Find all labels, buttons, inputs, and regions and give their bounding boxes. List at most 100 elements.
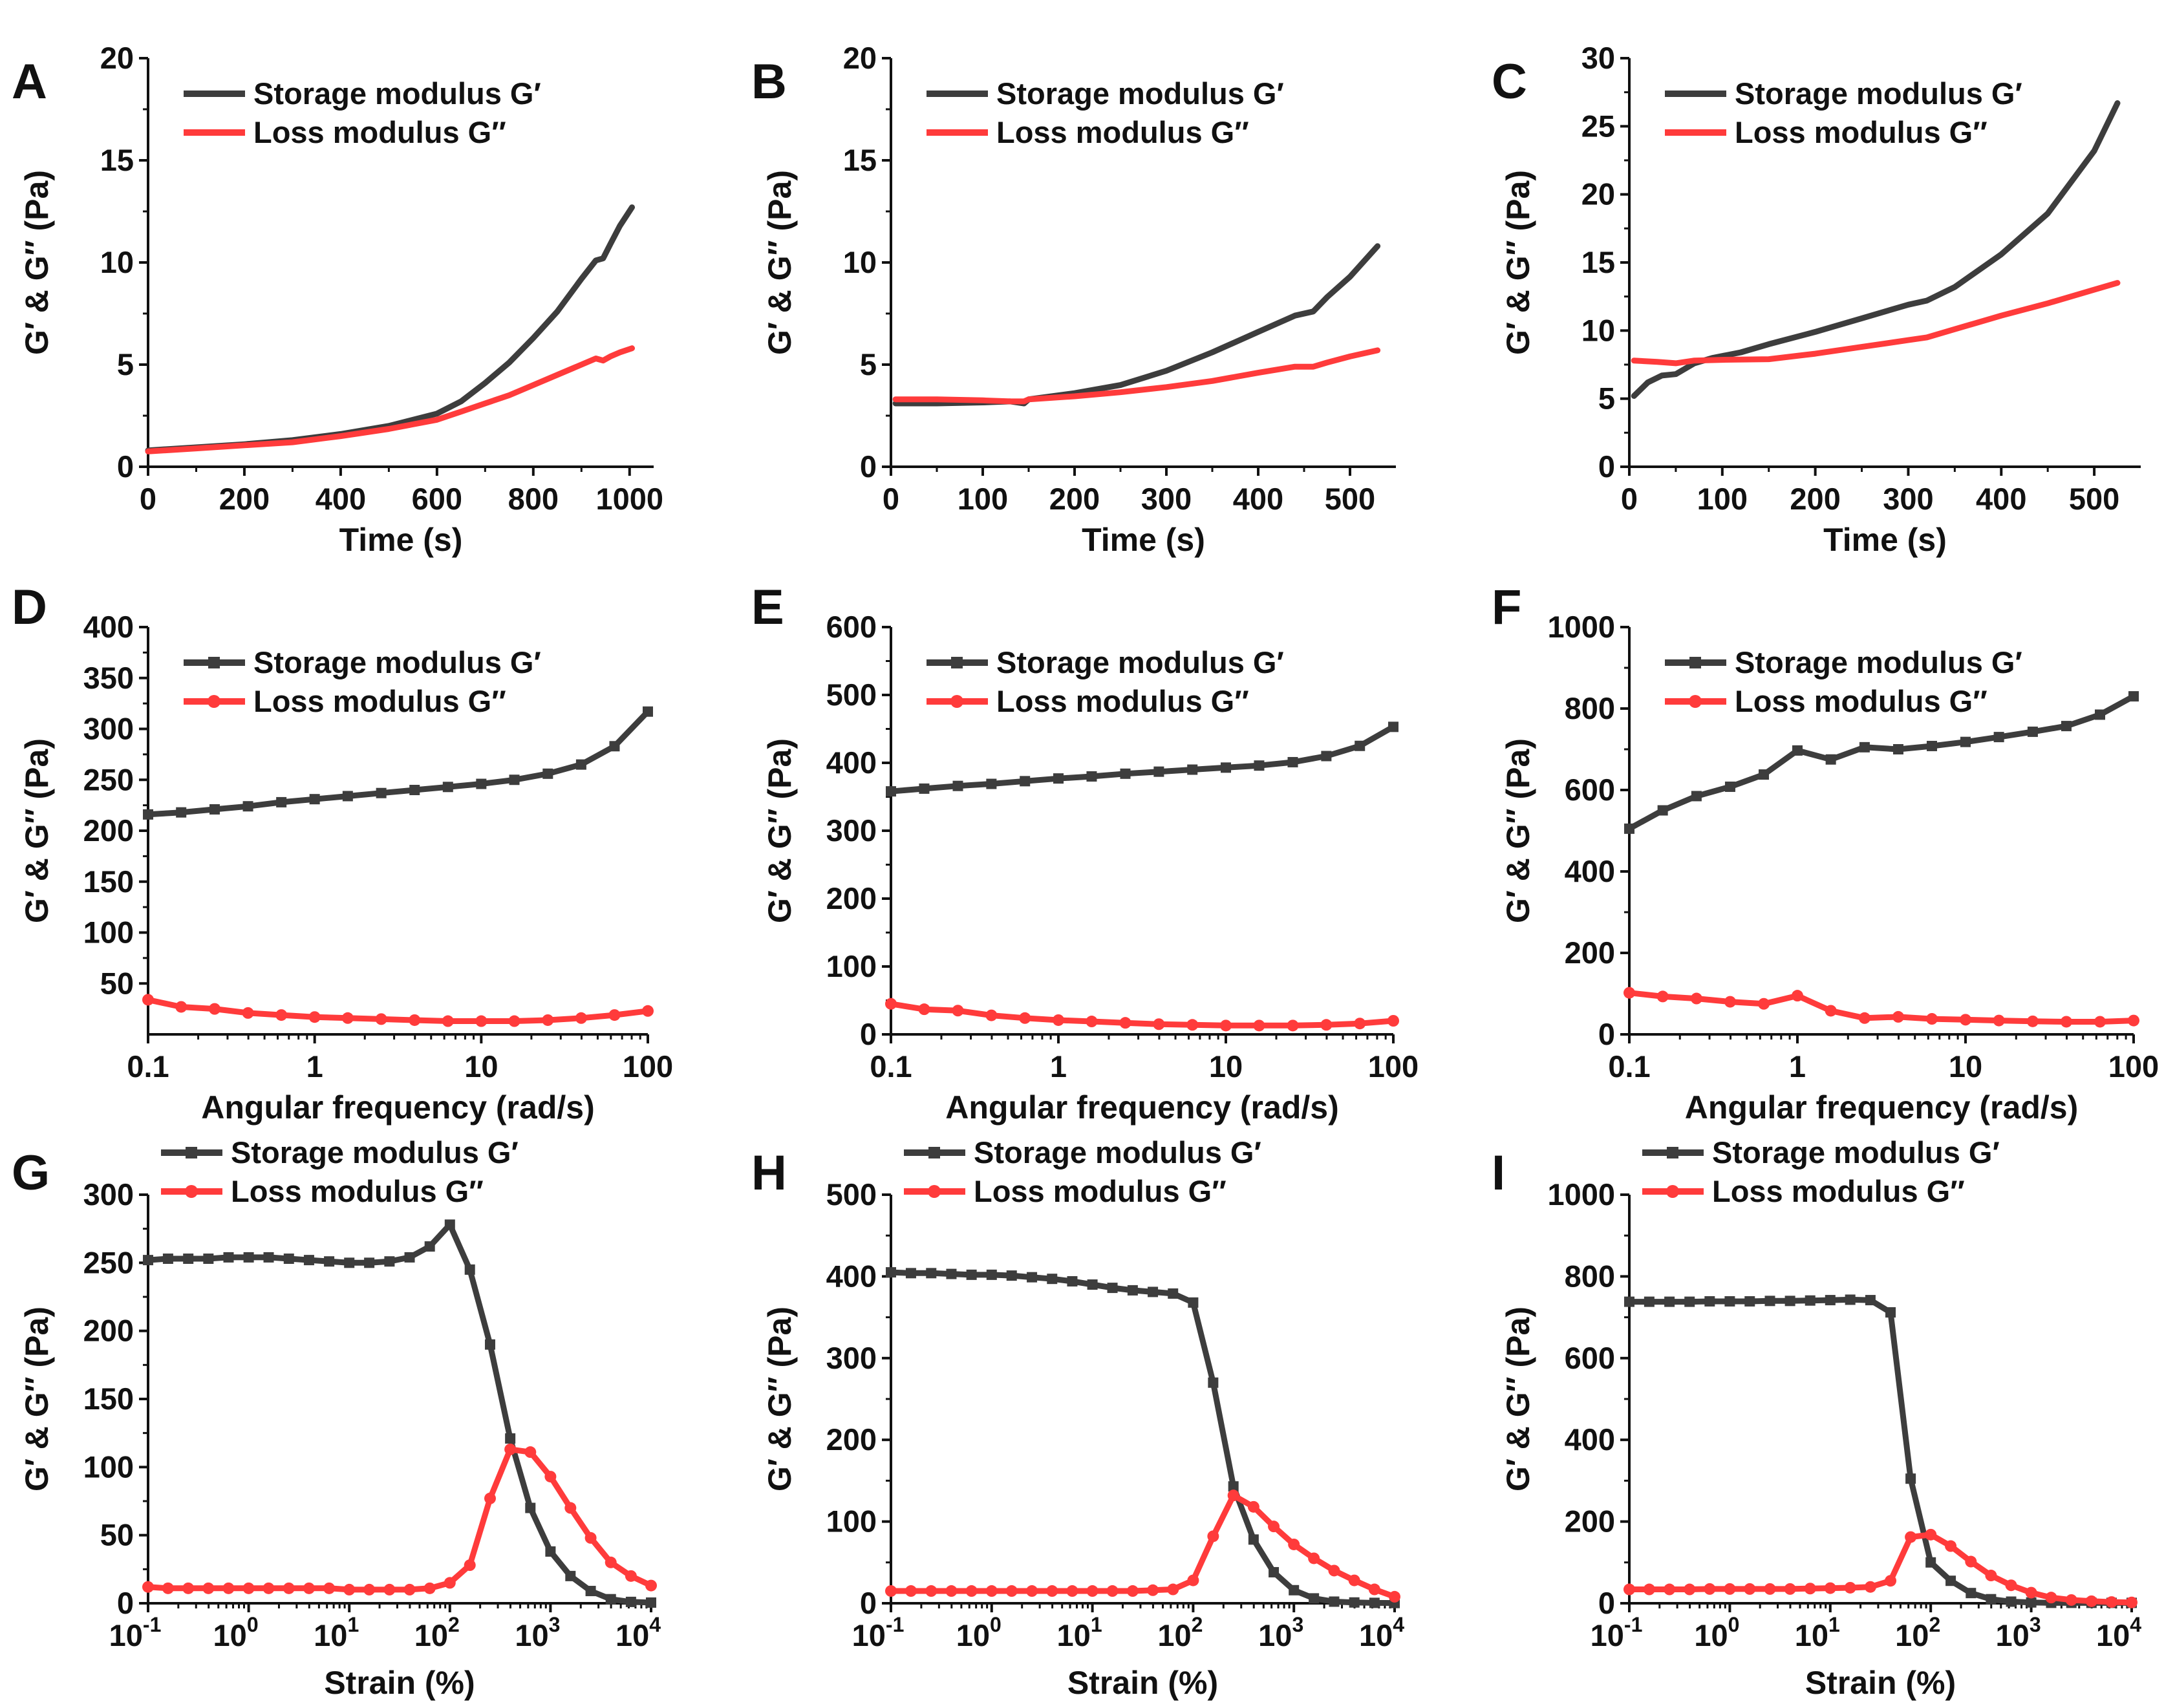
legend-loss-label: Loss modulus G″ — [996, 684, 1249, 718]
storage-modulus-line — [145, 709, 651, 818]
loss-modulus-point — [1147, 1584, 1159, 1596]
y-axis-label: G′ & G″ (Pa) — [762, 1307, 798, 1491]
x-tick-label: 100 — [1368, 1049, 1419, 1084]
panel-letter: D — [12, 580, 47, 635]
loss-modulus-point — [1268, 1521, 1280, 1533]
loss-modulus-point — [409, 1014, 421, 1026]
storage-modulus-point — [309, 794, 320, 805]
loss-modulus-point — [308, 1011, 321, 1023]
legend-storage-marker — [1667, 1147, 1678, 1158]
storage-modulus-point — [1925, 1557, 1936, 1568]
legend-loss-label: Loss modulus G″ — [1735, 115, 1988, 149]
storage-modulus-point — [1248, 1534, 1259, 1545]
loss-modulus-point — [1287, 1019, 1299, 1032]
storage-modulus-point — [1321, 751, 1332, 762]
y-tick-label: 0 — [117, 1586, 134, 1620]
x-tick-label: 102 — [414, 1613, 460, 1652]
loss-modulus-point — [464, 1559, 476, 1572]
x-tick-base: 10 — [515, 1618, 548, 1652]
loss-modulus-point — [1167, 1583, 1179, 1596]
x-tick-label: 10-1 — [109, 1613, 162, 1652]
storage-modulus-point — [1027, 1272, 1038, 1283]
legend: Storage modulus G′ Loss modulus G″ — [161, 1135, 519, 1208]
loss-modulus-line — [145, 1446, 654, 1593]
storage-modulus-point — [1624, 1296, 1634, 1307]
storage-modulus-point — [444, 1219, 455, 1230]
storage-modulus-point — [162, 1254, 173, 1265]
y-tick-label: 300 — [826, 1341, 877, 1375]
y-tick-label: 100 — [83, 915, 134, 950]
loss-modulus-point — [383, 1583, 396, 1596]
legend-storage-label: Storage modulus G′ — [253, 76, 541, 111]
loss-modulus-point — [2105, 1596, 2117, 1608]
x-tick-label: 500 — [1325, 482, 1375, 516]
y-tick-label: 5 — [117, 347, 134, 381]
x-tick-exponent: -1 — [1624, 1613, 1642, 1636]
loss-modulus-line — [888, 1492, 1398, 1600]
loss-modulus-point — [1026, 1585, 1038, 1597]
x-tick-label: 0 — [883, 482, 899, 516]
loss-modulus-line — [892, 347, 1381, 405]
loss-modulus-point — [142, 994, 154, 1006]
y-tick-label: 10 — [843, 245, 877, 279]
loss-modulus-point — [403, 1583, 416, 1596]
y-tick-label: 15 — [843, 143, 877, 177]
legend-loss-label: Loss modulus G″ — [1735, 684, 1988, 718]
y-axis-label: G′ & G″ (Pa) — [1500, 1307, 1536, 1491]
legend-loss-label: Loss modulus G″ — [974, 1174, 1227, 1208]
loss-modulus-point — [1053, 1014, 1064, 1026]
loss-modulus-point — [1824, 1582, 1836, 1594]
storage-modulus-point — [476, 778, 487, 789]
x-tick-label: 0 — [1621, 482, 1638, 516]
loss-modulus-line — [888, 1001, 1397, 1029]
x-tick-label: 100 — [213, 1613, 259, 1652]
loss-modulus-point — [363, 1583, 376, 1596]
x-tick-label: 10 — [1949, 1049, 1982, 1084]
storage-modulus-point — [2006, 1596, 2017, 1607]
loss-modulus-point — [584, 1532, 597, 1544]
storage-modulus-point — [364, 1257, 375, 1268]
loss-modulus-point — [1623, 987, 1635, 999]
x-tick-label: 102 — [1157, 1613, 1203, 1652]
storage-modulus-point — [1805, 1295, 1816, 1306]
loss-modulus-point — [2025, 1586, 2037, 1599]
loss-modulus-point — [484, 1492, 496, 1504]
loss-modulus-point — [2045, 1592, 2057, 1604]
y-tick-label: 25 — [1581, 109, 1615, 143]
y-tick-label: 200 — [826, 881, 877, 915]
loss-modulus-point — [2005, 1579, 2017, 1592]
storage-modulus-point — [1724, 781, 1735, 792]
storage-modulus-point — [1784, 1296, 1795, 1307]
storage-modulus-point — [484, 1339, 495, 1350]
x-tick-label: 10-1 — [852, 1613, 905, 1652]
storage-modulus-point — [575, 759, 586, 770]
storage-modulus-point — [242, 801, 253, 812]
x-tick-label: 200 — [1049, 482, 1100, 516]
loss-modulus-point — [2128, 1014, 2139, 1027]
loss-modulus-point — [262, 1582, 275, 1594]
storage-modulus-point — [1329, 1596, 1340, 1607]
loss-modulus-point — [1844, 1581, 1856, 1594]
loss-modulus-point — [1784, 1583, 1796, 1595]
storage-modulus-point — [1355, 740, 1366, 751]
legend: Storage modulus G′ Loss modulus G″ — [1642, 1135, 2000, 1208]
loss-modulus-point — [1792, 990, 1803, 1002]
storage-modulus-point — [946, 1268, 957, 1279]
y-tick-label: 800 — [1565, 691, 1615, 725]
loss-modulus-point — [1019, 1012, 1031, 1024]
loss-modulus-point — [275, 1009, 288, 1021]
x-tick-base: 10 — [1694, 1618, 1728, 1652]
x-tick-exponent: 2 — [1929, 1613, 1940, 1636]
loss-modulus-point — [1704, 1583, 1716, 1595]
x-tick-label: 102 — [1895, 1613, 1940, 1652]
x-tick-exponent: -1 — [886, 1613, 904, 1636]
storage-modulus-point — [1127, 1285, 1138, 1296]
loss-modulus-line — [1626, 990, 2137, 1025]
loss-modulus-point — [142, 1581, 154, 1593]
storage-modulus-point — [509, 774, 520, 785]
x-tick-label: 1 — [306, 1049, 323, 1084]
x-tick-label: 1 — [1789, 1049, 1806, 1084]
loss-modulus-point — [1985, 1570, 1997, 1582]
